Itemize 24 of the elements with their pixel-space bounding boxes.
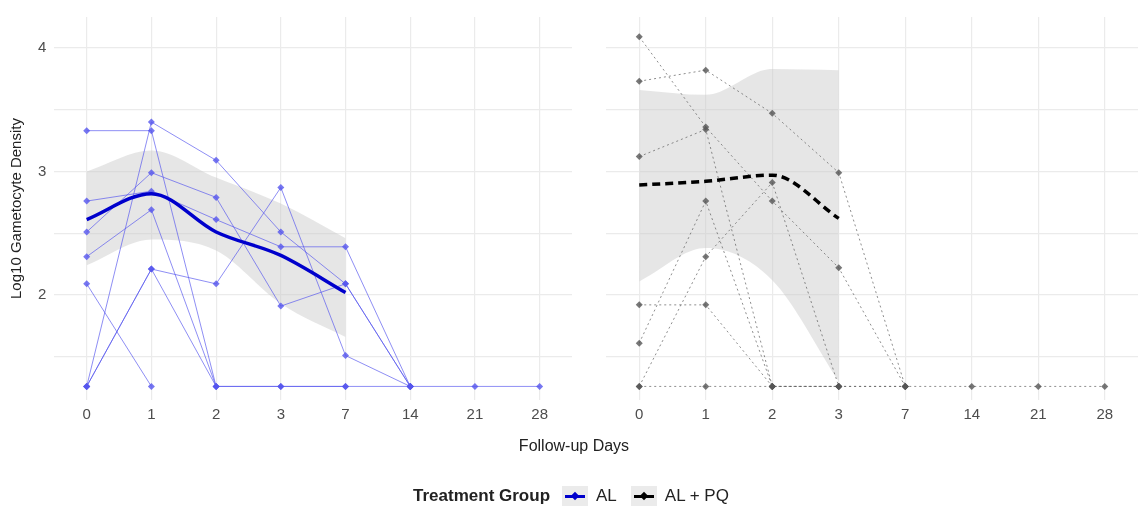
- y-tick-label: 4: [38, 38, 47, 56]
- x-axis-title: Follow-up Days: [517, 437, 631, 455]
- x-tick-label: 7: [901, 405, 910, 423]
- x-tick-label: 28: [531, 405, 548, 423]
- x-tick-label: 2: [211, 405, 221, 423]
- y-tick-label: 3: [38, 161, 47, 179]
- x-tick-label: 1: [701, 405, 710, 423]
- x-tick-label: 0: [82, 405, 91, 423]
- x-tick-label: 14: [963, 405, 981, 423]
- x-tick-label: 21: [466, 405, 484, 423]
- x-tick-label: 0: [635, 405, 644, 423]
- x-tick-label: 14: [401, 405, 419, 423]
- x-tick-label: 7: [341, 405, 350, 423]
- y-axis-title: Log10 Gametocyte Density: [7, 117, 25, 299]
- x-tick-label: 3: [834, 405, 843, 423]
- x-tick-label: 21: [1029, 405, 1047, 423]
- x-tick-label: 1: [147, 405, 156, 423]
- legend-label: AL + PQ: [664, 486, 729, 506]
- legend-title: Treatment Group: [413, 486, 551, 506]
- y-tick-label: 2: [38, 285, 47, 303]
- legend-label: AL: [596, 486, 617, 506]
- x-tick-label: 3: [276, 405, 285, 423]
- x-tick-label: 2: [768, 405, 777, 423]
- x-tick-label: 28: [1096, 405, 1114, 423]
